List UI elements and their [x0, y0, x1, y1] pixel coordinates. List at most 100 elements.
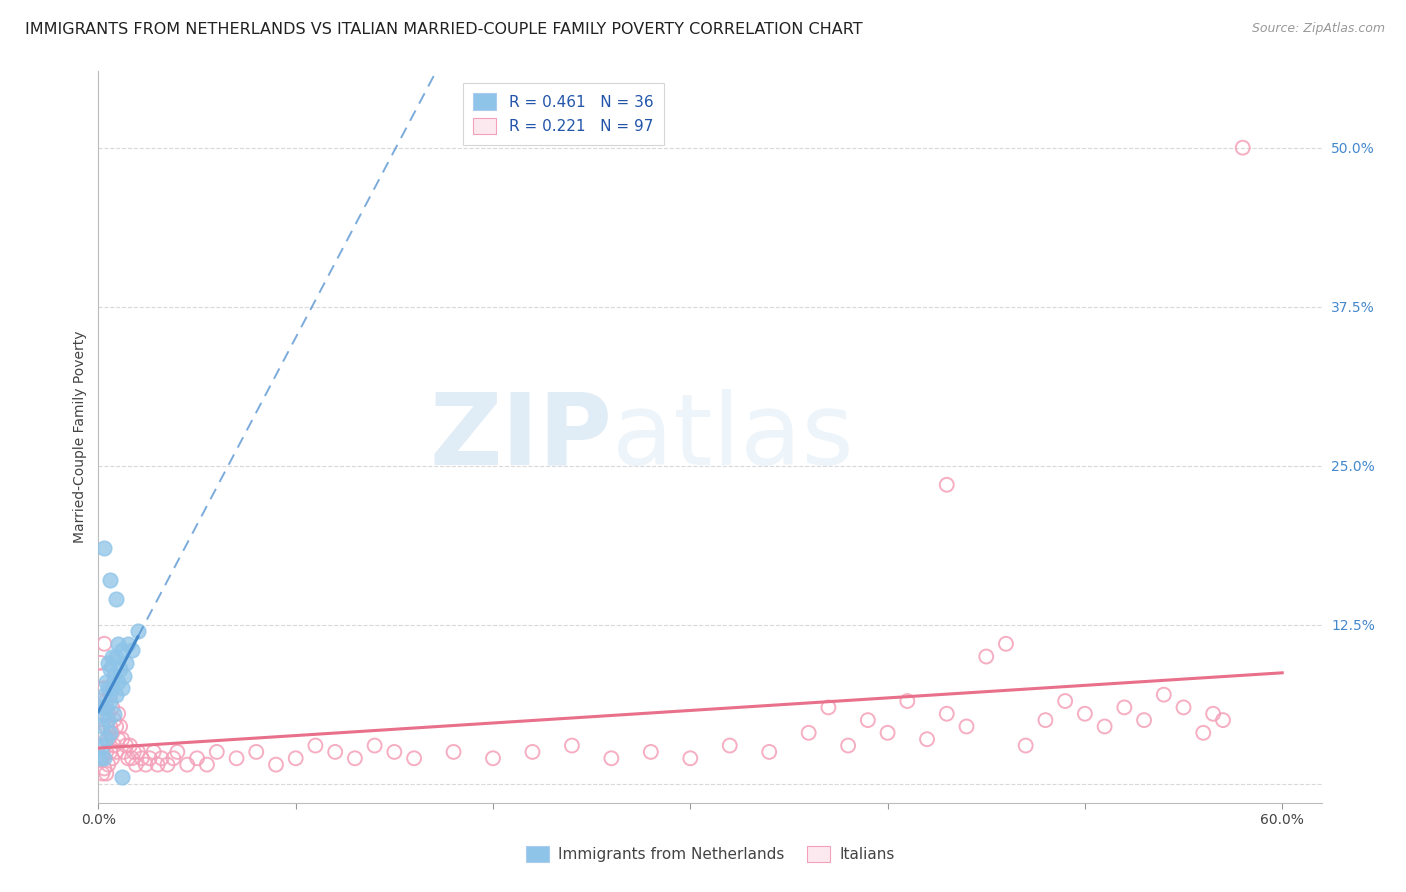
Point	[121, 643, 143, 657]
Point	[146, 757, 169, 772]
Point	[97, 732, 120, 747]
Point	[103, 713, 125, 727]
Point	[561, 739, 583, 753]
Point	[96, 745, 118, 759]
Point	[98, 573, 121, 587]
Point	[103, 739, 125, 753]
Point	[166, 745, 188, 759]
Point	[98, 745, 121, 759]
Point	[935, 477, 957, 491]
Point	[122, 745, 145, 759]
Point	[89, 751, 111, 765]
Point	[107, 706, 129, 721]
Point	[156, 757, 179, 772]
Point	[98, 726, 121, 740]
Point	[96, 766, 118, 780]
Point	[955, 719, 977, 733]
Point	[323, 745, 346, 759]
Point	[1035, 713, 1057, 727]
Point	[98, 719, 121, 733]
Point	[112, 668, 135, 682]
Point	[105, 592, 128, 607]
Point	[111, 643, 134, 657]
Point	[96, 732, 118, 747]
Point	[482, 751, 505, 765]
Point	[162, 751, 184, 765]
Text: Source: ZipAtlas.com: Source: ZipAtlas.com	[1251, 22, 1385, 36]
Point	[108, 662, 131, 676]
Text: IMMIGRANTS FROM NETHERLANDS VS ITALIAN MARRIED-COUPLE FAMILY POVERTY CORRELATION: IMMIGRANTS FROM NETHERLANDS VS ITALIAN M…	[25, 22, 863, 37]
Point	[797, 726, 820, 740]
Point	[117, 637, 139, 651]
Point	[1192, 726, 1215, 740]
Point	[97, 713, 120, 727]
Point	[817, 700, 839, 714]
Point	[382, 745, 405, 759]
Point	[91, 726, 114, 740]
Point	[105, 745, 128, 759]
Point	[103, 668, 125, 682]
Point	[994, 637, 1017, 651]
Point	[91, 668, 114, 682]
Point	[1094, 719, 1116, 733]
Point	[91, 739, 114, 753]
Point	[205, 745, 228, 759]
Text: atlas: atlas	[612, 389, 853, 485]
Point	[93, 541, 115, 556]
Point	[718, 739, 741, 753]
Point	[107, 732, 129, 747]
Point	[896, 694, 918, 708]
Point	[304, 739, 326, 753]
Point	[105, 649, 128, 664]
Point	[101, 700, 124, 714]
Point	[112, 745, 135, 759]
Point	[1015, 739, 1038, 753]
Point	[856, 713, 879, 727]
Point	[264, 757, 287, 772]
Y-axis label: Married-Couple Family Poverty: Married-Couple Family Poverty	[73, 331, 87, 543]
Point	[522, 745, 544, 759]
Point	[195, 757, 218, 772]
Point	[97, 681, 120, 696]
Point	[96, 694, 118, 708]
Point	[93, 706, 115, 721]
Point	[101, 681, 124, 696]
Point	[1114, 700, 1136, 714]
Point	[118, 739, 141, 753]
Point	[1232, 141, 1254, 155]
Point	[107, 637, 129, 651]
Point	[91, 751, 114, 765]
Point	[1133, 713, 1156, 727]
Point	[935, 706, 957, 721]
Point	[105, 719, 128, 733]
Point	[404, 751, 426, 765]
Point	[343, 751, 366, 765]
Point	[600, 751, 623, 765]
Point	[1153, 688, 1175, 702]
Point	[138, 751, 160, 765]
Point	[91, 719, 114, 733]
Point	[91, 700, 114, 714]
Point	[98, 662, 121, 676]
Point	[89, 656, 111, 670]
Point	[1074, 706, 1097, 721]
Point	[443, 745, 465, 759]
Point	[186, 751, 208, 765]
Point	[101, 726, 124, 740]
Point	[837, 739, 859, 753]
Point	[97, 706, 120, 721]
Point	[93, 739, 115, 753]
Point	[101, 751, 124, 765]
Point	[93, 688, 115, 702]
Point	[176, 757, 198, 772]
Point	[115, 739, 138, 753]
Point	[93, 681, 115, 696]
Point	[363, 739, 385, 753]
Point	[117, 751, 139, 765]
Point	[142, 745, 165, 759]
Point	[131, 751, 153, 765]
Point	[96, 719, 118, 733]
Point	[93, 751, 115, 765]
Point	[1202, 706, 1225, 721]
Point	[135, 757, 157, 772]
